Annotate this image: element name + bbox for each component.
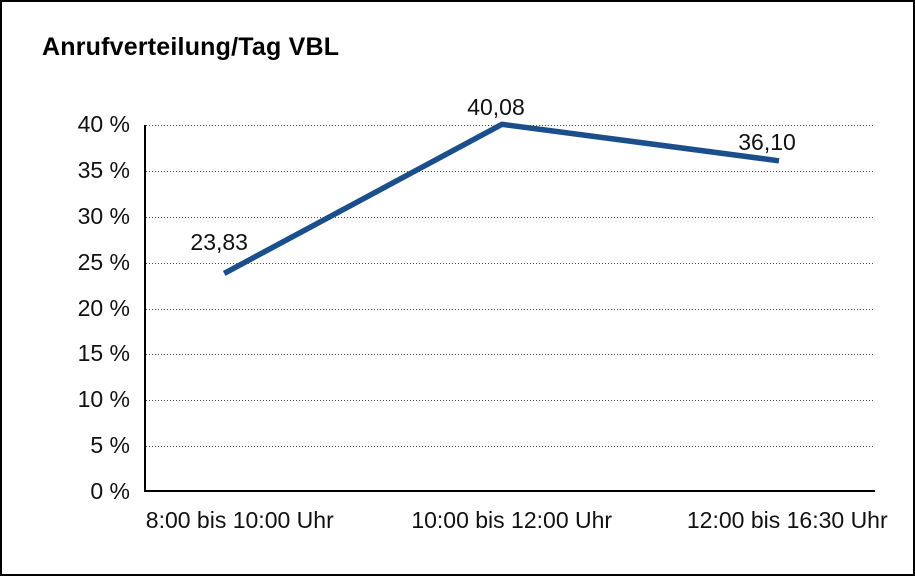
x-tick-label: 8:00 bis 10:00 Uhr <box>145 507 334 533</box>
y-tick-label: 10 % <box>77 386 130 413</box>
gridline-20 <box>146 308 875 310</box>
y-tick-label: 30 % <box>77 202 130 229</box>
gridline-10 <box>146 400 875 402</box>
gridline-15 <box>146 354 875 356</box>
chart-title: Anrufverteilung/Tag VBL <box>42 33 340 61</box>
y-tick-label: 40 % <box>77 111 130 137</box>
data-label: 23,83 <box>190 229 248 256</box>
x-tick-label: 12:00 bis 16:30 Uhr <box>686 507 888 533</box>
y-tick-label: 20 % <box>77 294 130 321</box>
y-tick-label: 15 % <box>77 340 130 367</box>
gridline-35 <box>146 170 875 172</box>
plot-area <box>144 121 875 492</box>
data-label: 36,10 <box>738 128 796 155</box>
gridline-5 <box>146 446 875 448</box>
data-label: 40,08 <box>467 94 525 121</box>
x-tick-label: 10:00 bis 12:00 Uhr <box>411 507 613 533</box>
y-tick-label: 25 % <box>77 248 130 275</box>
series-line <box>222 121 780 276</box>
gridline-30 <box>146 216 875 218</box>
y-tick-label: 35 % <box>77 156 130 183</box>
y-tick-label: 0 % <box>90 478 130 504</box>
gridline-25 <box>146 262 875 264</box>
y-tick-label: 5 % <box>90 432 130 459</box>
